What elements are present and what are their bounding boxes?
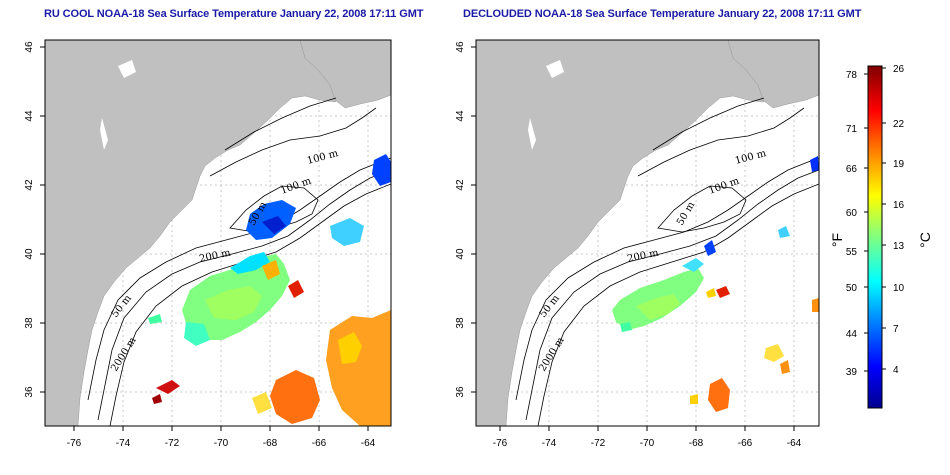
celsius-unit-label: °C xyxy=(917,232,933,248)
y-tick-label: 38 xyxy=(455,317,466,329)
x-tick-label: -72 xyxy=(165,438,180,449)
celsius-tick-label: 10 xyxy=(893,283,905,294)
right-map-panel: 100 m 100 m 50 m 200 m 50 m 2000 m -76 -… xyxy=(455,39,820,449)
y-tick-label: 46 xyxy=(455,41,466,53)
right-y-tick-labels: 36 38 40 42 44 46 xyxy=(455,41,466,398)
y-tick-label: 42 xyxy=(455,179,466,191)
temperature-colorbar: 78 71 66 60 55 50 44 39 26 22 19 16 13 1… xyxy=(829,64,933,409)
y-tick-label: 40 xyxy=(24,248,35,260)
x-tick-label: -64 xyxy=(361,438,376,449)
fahrenheit-tick-label: 55 xyxy=(846,247,858,258)
x-tick-label: -76 xyxy=(493,438,508,449)
celsius-tick-label: 19 xyxy=(893,159,905,170)
x-tick-label: -64 xyxy=(787,438,802,449)
x-tick-label: -68 xyxy=(689,438,704,449)
celsius-tick-label: 7 xyxy=(893,324,899,335)
fahrenheit-tick-label: 50 xyxy=(846,283,858,294)
right-x-tick-labels: -76 -74 -72 -70 -68 -66 -64 xyxy=(493,438,802,449)
celsius-tick-label: 4 xyxy=(893,365,899,376)
colorbar-gradient xyxy=(867,65,883,409)
x-tick-label: -74 xyxy=(116,438,131,449)
y-tick-label: 46 xyxy=(24,41,35,53)
x-tick-label: -76 xyxy=(67,438,82,449)
fahrenheit-tick-label: 60 xyxy=(846,208,858,219)
y-tick-label: 44 xyxy=(24,110,35,122)
celsius-tick-label: 13 xyxy=(893,241,905,252)
left-axis-ticks xyxy=(40,46,369,431)
right-bathymetry-contours xyxy=(515,97,819,426)
y-tick-label: 44 xyxy=(455,110,466,122)
x-tick-label: -66 xyxy=(738,438,753,449)
x-tick-label: -72 xyxy=(591,438,606,449)
x-tick-label: -74 xyxy=(542,438,557,449)
left-map-panel: 100 m 100 m 50 m 200 m 50 m 2000 m -76 -… xyxy=(24,39,392,449)
fahrenheit-tick-label: 39 xyxy=(846,367,858,378)
y-tick-label: 42 xyxy=(24,179,35,191)
right-panel-title: DECLOUDED NOAA-18 Sea Surface Temperatur… xyxy=(463,8,862,20)
x-tick-label: -66 xyxy=(312,438,327,449)
celsius-tick-label: 16 xyxy=(893,200,905,211)
y-tick-label: 36 xyxy=(455,386,466,398)
left-y-tick-labels: 36 38 40 42 44 46 xyxy=(24,41,35,398)
left-sst-data xyxy=(148,154,391,426)
y-tick-label: 38 xyxy=(24,317,35,329)
left-x-tick-labels: -76 -74 -72 -70 -68 -66 -64 xyxy=(67,438,376,449)
right-axis-ticks xyxy=(471,46,795,431)
y-tick-label: 36 xyxy=(24,386,35,398)
fahrenheit-tick-label: 66 xyxy=(846,164,858,175)
fahrenheit-tick-label: 44 xyxy=(846,329,858,340)
right-sst-data xyxy=(612,156,819,412)
colorbar-ticks xyxy=(864,67,886,372)
left-panel-title: RU COOL NOAA-18 Sea Surface Temperature … xyxy=(44,8,424,20)
x-tick-label: -70 xyxy=(214,438,229,449)
colorbar-celsius-ticks: 26 22 19 16 13 10 7 4 xyxy=(893,64,905,376)
y-tick-label: 40 xyxy=(455,248,466,260)
x-tick-label: -70 xyxy=(640,438,655,449)
fahrenheit-tick-label: 78 xyxy=(846,70,858,81)
celsius-tick-label: 22 xyxy=(893,119,905,130)
fahrenheit-unit-label: °F xyxy=(829,233,845,247)
colorbar-fahrenheit-ticks: 78 71 66 60 55 50 44 39 xyxy=(846,70,858,378)
fahrenheit-tick-label: 71 xyxy=(846,124,858,135)
celsius-tick-label: 26 xyxy=(893,64,905,75)
x-tick-label: -68 xyxy=(263,438,278,449)
